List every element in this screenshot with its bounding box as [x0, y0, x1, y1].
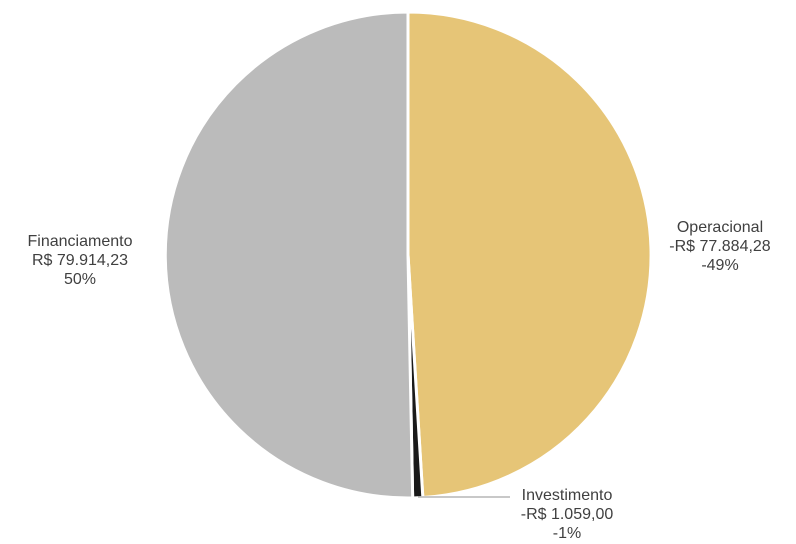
slice-label-investimento-value-label: -R$ 1.059,00: [521, 506, 614, 523]
slice-label-financiamento: Financiamento R$ 79.914,23 50%: [28, 233, 133, 288]
slice-label-operacional: Operacional -R$ 77.884,28 -49%: [669, 219, 771, 274]
pie-slice-operacional: [406, 10, 653, 500]
slice-label-operacional-percent-label: -49%: [701, 257, 738, 274]
slice-label-financiamento-category: Financiamento: [28, 233, 133, 250]
pie-slices: [163, 10, 653, 500]
slice-label-financiamento-value-label: R$ 79.914,23: [32, 252, 128, 269]
slice-label-financiamento-percent-label: 50%: [64, 271, 96, 288]
slice-label-operacional-value-label: -R$ 77.884,28: [669, 238, 771, 255]
slice-label-investimento-percent-label: -1%: [553, 525, 581, 542]
pie-slice-financiamento: [163, 10, 415, 500]
slice-label-investimento: Investimento -R$ 1.059,00 -1%: [521, 487, 614, 542]
slice-label-investimento-category: Investimento: [522, 487, 613, 504]
slice-labels: Operacional -R$ 77.884,28 -49% Investimento…: [28, 219, 771, 542]
slice-label-operacional-category: Operacional: [677, 219, 763, 236]
